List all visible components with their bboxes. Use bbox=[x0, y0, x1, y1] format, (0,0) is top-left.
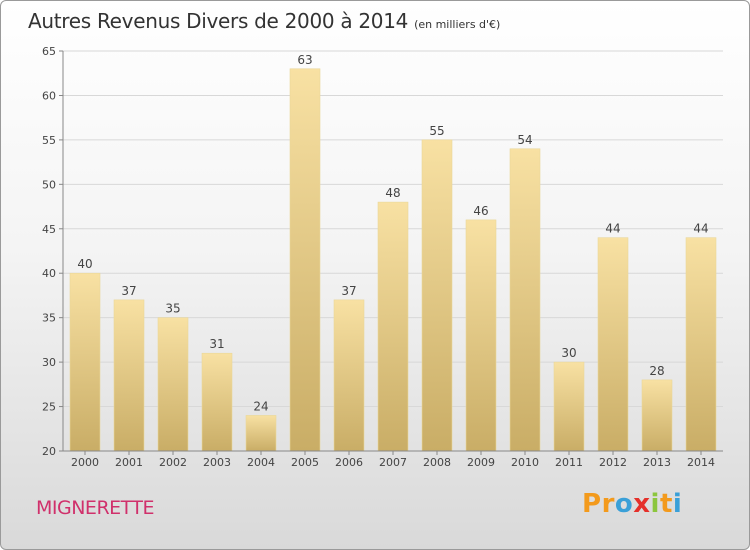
data-label-2011: 30 bbox=[561, 346, 576, 360]
logo-letter: r bbox=[601, 489, 615, 519]
x-tick-label-2011: 2011 bbox=[555, 456, 583, 469]
x-tick-label-2000: 2000 bbox=[71, 456, 99, 469]
x-tick-label-2009: 2009 bbox=[467, 456, 495, 469]
data-label-2003: 31 bbox=[209, 337, 224, 351]
x-tick-label-2001: 2001 bbox=[115, 456, 143, 469]
y-tick-label: 55 bbox=[42, 134, 56, 147]
logo-letter: P bbox=[582, 489, 602, 519]
x-tick-label-2003: 2003 bbox=[203, 456, 231, 469]
axes-layer bbox=[59, 50, 723, 455]
data-label-2006: 37 bbox=[341, 284, 356, 298]
data-label-2001: 37 bbox=[121, 284, 136, 298]
bar-2003[interactable] bbox=[201, 352, 233, 452]
x-tick-label-2007: 2007 bbox=[379, 456, 407, 469]
bar-2001[interactable] bbox=[113, 299, 145, 452]
y-tick-label: 50 bbox=[42, 178, 56, 191]
proxiti-logo[interactable]: Proxiti bbox=[582, 489, 682, 519]
data-label-2009: 46 bbox=[473, 204, 488, 218]
bar-2005[interactable] bbox=[289, 68, 321, 452]
bars-layer bbox=[69, 68, 717, 452]
commune-name: MIGNERETTE bbox=[36, 497, 155, 519]
y-tick-label: 45 bbox=[42, 223, 56, 236]
x-tick-label-2013: 2013 bbox=[643, 456, 671, 469]
bar-2006[interactable] bbox=[333, 299, 365, 452]
bar-2011[interactable] bbox=[553, 361, 585, 452]
data-label-2013: 28 bbox=[649, 364, 664, 378]
bar-2013[interactable] bbox=[641, 379, 673, 452]
data-label-2007: 48 bbox=[385, 186, 400, 200]
bar-2007[interactable] bbox=[377, 201, 409, 452]
y-tick-label: 20 bbox=[42, 445, 56, 458]
chart-title-block: Autres Revenus Divers de 2000 à 2014 (en … bbox=[28, 9, 500, 33]
data-label-2002: 35 bbox=[165, 302, 180, 316]
x-tick-label-2004: 2004 bbox=[247, 456, 275, 469]
chart-subtitle: (en milliers d'€) bbox=[414, 18, 501, 31]
x-tick-label-2010: 2010 bbox=[511, 456, 539, 469]
data-label-2000: 40 bbox=[77, 257, 92, 271]
bar-2010[interactable] bbox=[509, 148, 541, 452]
x-tick-label-2012: 2012 bbox=[599, 456, 627, 469]
bar-2000[interactable] bbox=[69, 272, 101, 452]
data-label-2010: 54 bbox=[517, 133, 532, 147]
chart-title: Autres Revenus Divers de 2000 à 2014 bbox=[28, 9, 409, 33]
logo-letter: t bbox=[659, 489, 673, 519]
x-tick-label-2005: 2005 bbox=[291, 456, 319, 469]
y-tick-label: 30 bbox=[42, 356, 56, 369]
labels-layer: 20 25 30 35 40 45 50 55 60 65 40 2000 37 2001 35 2002 31… bbox=[42, 45, 715, 469]
data-label-2012: 44 bbox=[605, 222, 620, 236]
y-tick-label: 40 bbox=[42, 267, 56, 280]
x-tick-label-2008: 2008 bbox=[423, 456, 451, 469]
bar-2009[interactable] bbox=[465, 219, 497, 452]
bar-2014[interactable] bbox=[685, 237, 717, 452]
y-tick-label: 35 bbox=[42, 312, 56, 325]
bar-2004[interactable] bbox=[245, 415, 277, 452]
data-label-2005: 63 bbox=[297, 53, 312, 67]
bar-2002[interactable] bbox=[157, 317, 189, 452]
logo-letter: i bbox=[650, 489, 660, 519]
data-label-2004: 24 bbox=[253, 399, 268, 413]
bar-2008[interactable] bbox=[421, 139, 453, 452]
x-tick-label-2006: 2006 bbox=[335, 456, 363, 469]
data-label-2008: 55 bbox=[429, 124, 444, 138]
y-tick-label: 25 bbox=[42, 401, 56, 414]
logo-letter: o bbox=[614, 489, 634, 519]
x-tick-label-2002: 2002 bbox=[159, 456, 187, 469]
y-tick-label: 60 bbox=[42, 89, 56, 102]
x-tick-label-2014: 2014 bbox=[687, 456, 715, 469]
data-label-2014: 44 bbox=[693, 222, 708, 236]
logo-letter: i bbox=[672, 489, 683, 519]
logo-letter: x bbox=[633, 489, 651, 519]
bar-2012[interactable] bbox=[597, 237, 629, 452]
y-tick-label: 65 bbox=[42, 45, 56, 58]
